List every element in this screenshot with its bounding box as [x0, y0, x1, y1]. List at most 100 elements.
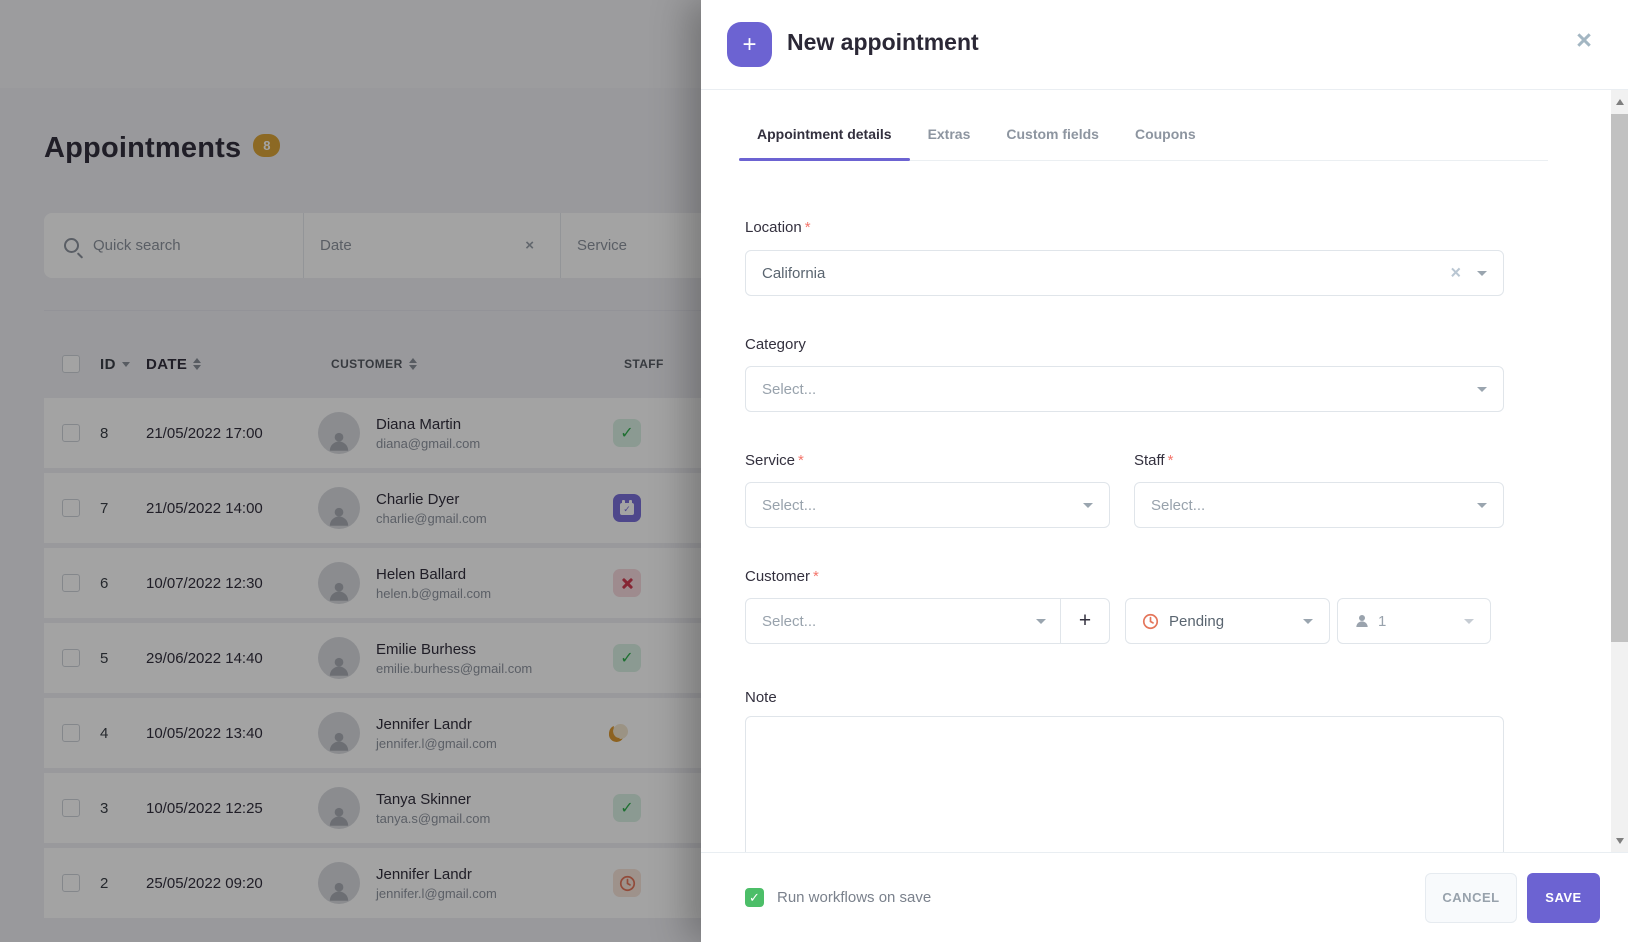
row-checkbox[interactable] [62, 874, 80, 892]
customer-name: Jennifer Landr [376, 715, 472, 733]
run-workflows-checkbox[interactable]: ✓ [745, 888, 764, 907]
appointments-page: Appointments 8 Quick search Date × Servi… [0, 0, 701, 942]
chevron-down-icon [1477, 387, 1487, 392]
table-row[interactable]: 2 25/05/2022 09:20 Jennifer Landr jennif… [44, 848, 701, 918]
person-icon [329, 582, 349, 601]
location-clear-icon[interactable]: × [1450, 262, 1461, 283]
table-row[interactable]: 5 29/06/2022 14:40 Emilie Burhess emilie… [44, 623, 701, 693]
row-id: 5 [100, 649, 109, 667]
new-appointment-modal: + New appointment × Appointment details … [701, 0, 1628, 942]
customer-select[interactable]: Select... [746, 599, 1060, 643]
status-badge[interactable] [613, 724, 628, 739]
sort-desc-icon [121, 361, 130, 367]
tab-appointment-details[interactable]: Appointment details [739, 118, 910, 161]
appointments-count-badge: 8 [253, 134, 281, 157]
cancel-button[interactable]: CANCEL [1425, 872, 1517, 923]
quick-search-input[interactable]: Quick search [44, 213, 303, 278]
required-marker: * [813, 568, 819, 585]
date-filter[interactable]: Date × [303, 213, 560, 278]
customer-name: Helen Ballard [376, 565, 467, 583]
status-badge[interactable] [613, 569, 641, 597]
row-checkbox[interactable] [62, 649, 80, 667]
column-staff[interactable]: STAFF [624, 357, 664, 371]
row-checkbox[interactable] [62, 574, 80, 592]
table-row[interactable]: 4 10/05/2022 13:40 Jennifer Landr jennif… [44, 698, 701, 768]
customer-group: Select... + [745, 598, 1110, 644]
table-header: ID DATE CUSTOMER STAFF [44, 340, 701, 388]
status-badge[interactable]: ✓ [613, 644, 641, 672]
scroll-up-button[interactable] [1611, 93, 1628, 110]
customer-email: diana@gmail.com [376, 435, 481, 451]
column-customer[interactable]: CUSTOMER [331, 357, 403, 371]
date-filter-clear-icon[interactable]: × [525, 237, 534, 254]
row-checkbox[interactable] [62, 724, 80, 742]
service-filter[interactable]: Service [560, 213, 701, 278]
status-badge[interactable] [613, 494, 641, 522]
tab-extras[interactable]: Extras [927, 126, 971, 142]
search-icon [64, 238, 79, 253]
customer-placeholder: Select... [762, 612, 817, 630]
category-select[interactable]: Select... [745, 366, 1504, 412]
chevron-down-icon [1083, 503, 1093, 508]
row-checkbox[interactable] [62, 424, 80, 442]
modal-scrollbar[interactable] [1611, 90, 1628, 852]
tab-custom-fields[interactable]: Custom fields [1006, 126, 1099, 142]
table-row[interactable]: 6 10/07/2022 12:30 Helen Ballard helen.b… [44, 548, 701, 618]
status-select[interactable]: Pending [1125, 598, 1330, 644]
customer-avatar [318, 712, 360, 754]
status-badge[interactable] [613, 869, 641, 897]
chevron-down-icon [1477, 503, 1487, 508]
sort-icon [193, 358, 202, 370]
status-badge[interactable]: ✓ [613, 794, 641, 822]
save-button[interactable]: SAVE [1527, 872, 1600, 923]
attendees-select[interactable]: 1 [1337, 598, 1491, 644]
service-select[interactable]: Select... [745, 482, 1110, 528]
tab-coupons[interactable]: Coupons [1134, 126, 1196, 142]
customer-email: emilie.burhess@gmail.com [376, 660, 533, 676]
add-customer-button[interactable]: + [1060, 599, 1109, 643]
row-date: 25/05/2022 09:20 [146, 874, 263, 892]
note-textarea[interactable] [745, 716, 1504, 852]
appointments-table-body: 8 21/05/2022 17:00 Diana Martin diana@gm… [44, 398, 701, 923]
customer-email: jennifer.l@gmail.com [376, 885, 497, 901]
location-value: California [762, 264, 826, 282]
category-placeholder: Select... [762, 380, 817, 398]
scroll-down-button[interactable] [1611, 832, 1628, 849]
row-date: 10/07/2022 12:30 [146, 574, 263, 592]
required-marker: * [804, 219, 811, 236]
filter-bar: Quick search Date × Service [44, 213, 701, 278]
row-id: 8 [100, 424, 109, 442]
row-date: 29/06/2022 14:40 [146, 649, 263, 667]
location-select[interactable]: California × [745, 250, 1504, 296]
row-checkbox[interactable] [62, 499, 80, 517]
row-date: 21/05/2022 17:00 [146, 424, 263, 442]
table-row[interactable]: 3 10/05/2022 12:25 Tanya Skinner tanya.s… [44, 773, 701, 843]
person-icon [329, 807, 349, 826]
customer-avatar [318, 862, 360, 904]
row-date: 10/05/2022 13:40 [146, 724, 263, 742]
staff-placeholder: Select... [1151, 496, 1206, 514]
customer-avatar [318, 412, 360, 454]
select-all-checkbox[interactable] [62, 355, 80, 373]
note-label: Note [745, 689, 777, 706]
staff-select[interactable]: Select... [1134, 482, 1504, 528]
divider [44, 310, 701, 311]
scrollbar-thumb[interactable] [1611, 114, 1628, 642]
person-icon [329, 732, 349, 751]
modal-backdrop[interactable] [0, 0, 701, 942]
customer-avatar [318, 487, 360, 529]
table-row[interactable]: 7 21/05/2022 14:00 Charlie Dyer charlie@… [44, 473, 701, 543]
column-id[interactable]: ID [100, 355, 116, 373]
status-badge[interactable]: ✓ [613, 419, 641, 447]
row-id: 4 [100, 724, 109, 742]
customer-avatar [318, 637, 360, 679]
table-row[interactable]: 8 21/05/2022 17:00 Diana Martin diana@gm… [44, 398, 701, 468]
customer-label: Customer * [745, 568, 819, 585]
column-date[interactable]: DATE [146, 355, 188, 373]
row-checkbox[interactable] [62, 799, 80, 817]
attendees-value: 1 [1378, 612, 1387, 630]
status-value: Pending [1169, 612, 1225, 630]
close-icon[interactable]: × [1576, 24, 1592, 55]
chevron-down-icon [1464, 619, 1474, 624]
